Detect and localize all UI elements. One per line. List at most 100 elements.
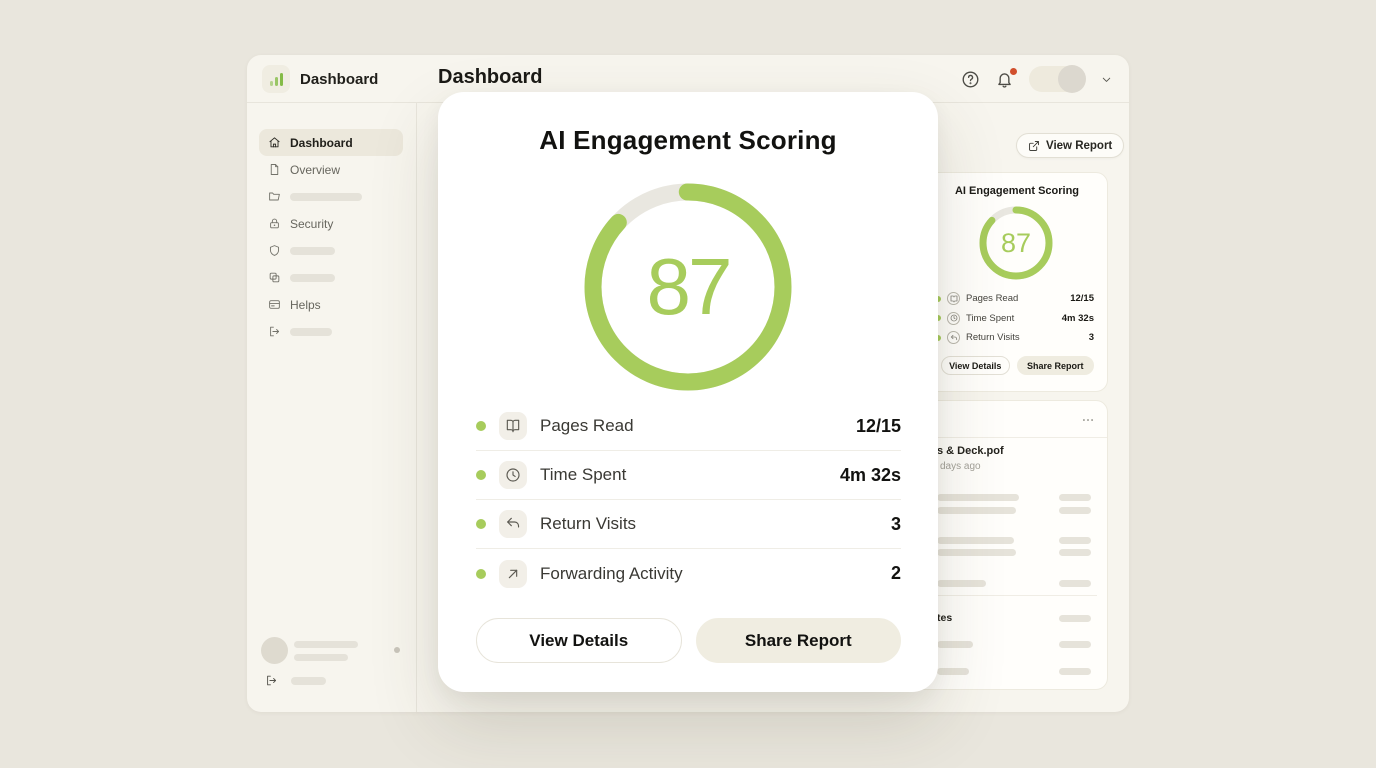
metric-value: 12/15 <box>1070 293 1094 305</box>
document-title[interactable]: s & Deck.pof <box>937 445 1004 457</box>
metric-value: 4m 32s <box>1061 312 1094 324</box>
skeleton-line <box>937 580 986 587</box>
share-report-button[interactable]: Share Report <box>1016 356 1094 375</box>
external-link-icon <box>1028 140 1040 152</box>
return-arrow-icon <box>499 510 527 538</box>
logout-icon <box>265 674 278 687</box>
app-logo-label: Dashboard <box>300 70 379 88</box>
metric-list: Pages Read 12/15 Time Spent 4m 32s Retur… <box>476 402 901 598</box>
divider <box>931 595 1097 596</box>
sidebar-nav: Dashboard Overview Security <box>259 129 403 345</box>
green-dot <box>476 519 486 529</box>
score-ring <box>584 183 792 391</box>
metric-label: Forwarding Activity <box>540 563 683 583</box>
metric-value: 3 <box>1088 332 1094 344</box>
sidebar-item-skeleton[interactable] <box>259 183 403 210</box>
sidebar-item-label: Security <box>290 216 334 231</box>
skeleton-line <box>937 641 973 648</box>
sidebar-item-skeleton[interactable] <box>259 318 403 345</box>
green-dot <box>935 315 941 322</box>
sidebar-item-security[interactable]: Security <box>259 210 403 237</box>
metric-value: 12/15 <box>855 415 901 436</box>
skeleton-line <box>290 246 335 255</box>
avatar <box>261 637 288 664</box>
skeleton-line <box>937 549 1016 556</box>
page-title: Dashboard <box>438 66 543 88</box>
sidebar-item-helps[interactable]: Helps <box>259 291 403 318</box>
chevron-down-icon[interactable] <box>1100 73 1113 86</box>
share-report-button[interactable]: Share Report <box>695 618 901 663</box>
metric-label: Return Visits <box>540 514 637 533</box>
sidebar-item-skeleton[interactable] <box>259 264 403 291</box>
ellipsis-icon[interactable] <box>1081 413 1095 432</box>
metric-row: Time Spent 4m 32s <box>935 309 1094 329</box>
book-open-icon <box>947 292 960 306</box>
user-menu[interactable] <box>1029 65 1086 93</box>
card-title: AI Engagement Scoring <box>954 185 1080 197</box>
clock-icon <box>947 311 960 325</box>
card-icon <box>268 298 281 311</box>
view-details-button[interactable]: View Details <box>941 356 1010 375</box>
book-open-icon <box>499 412 527 440</box>
score-ring-mini <box>979 206 1053 280</box>
app-logo[interactable]: Dashboard <box>262 65 378 93</box>
skeleton-line <box>1059 668 1091 675</box>
skeleton-line <box>294 641 358 648</box>
header-actions <box>961 55 1113 103</box>
metric-label: Pages Read <box>966 293 1019 305</box>
file-icon <box>268 163 281 176</box>
sidebar-item-label: Helps <box>290 297 321 312</box>
user-profile-skeleton[interactable] <box>261 637 404 665</box>
metric-row: Pages Read 12/15 <box>476 402 901 451</box>
metric-row: Forwarding Activity 2 <box>476 549 901 598</box>
view-report-button[interactable]: View Report <box>1016 133 1125 158</box>
skeleton-line <box>290 273 335 282</box>
metric-row: Return Visits 3 <box>935 328 1094 348</box>
mini-metrics: Pages Read 12/15 Time Spent 4m 32s Retur… <box>935 289 1094 348</box>
green-dot <box>476 421 486 431</box>
arrow-up-right-icon <box>499 559 527 588</box>
bar-chart-logo-icon <box>262 65 290 93</box>
metric-row: Time Spent 4m 32s <box>476 451 901 500</box>
modal-title: AI Engagement Scoring <box>539 125 837 155</box>
skeleton-line <box>937 507 1016 514</box>
skeleton-line <box>1059 507 1091 514</box>
clock-icon <box>499 461 527 489</box>
sidebar-logout[interactable] <box>265 674 326 687</box>
notification-dot <box>1009 66 1018 76</box>
view-details-button[interactable]: View Details <box>476 618 682 663</box>
document-timestamp: days ago <box>940 461 981 472</box>
sidebar-item-skeleton[interactable] <box>259 237 403 264</box>
skeleton-line <box>1059 494 1091 501</box>
sidebar-item-label: Overview <box>290 162 341 177</box>
skeleton-line <box>1059 537 1091 544</box>
skeleton-line <box>1059 580 1091 587</box>
notifications-button[interactable] <box>995 66 1018 89</box>
return-arrow-icon <box>947 331 960 345</box>
skeleton-line <box>937 668 969 675</box>
metric-value: 3 <box>890 513 901 534</box>
logout-icon <box>268 325 281 338</box>
sidebar-item-dashboard[interactable]: Dashboard <box>259 129 403 156</box>
score-value: 87 <box>646 242 733 331</box>
sidebar-item-label: Dashboard <box>290 135 353 150</box>
skeleton-line <box>937 494 1019 501</box>
metric-row: Pages Read 12/15 <box>935 289 1094 309</box>
metric-label: Time Spent <box>966 312 1015 324</box>
avatar <box>1058 65 1086 93</box>
view-report-label: View Report <box>1046 139 1113 152</box>
green-dot <box>476 470 486 480</box>
sidebar-item-overview[interactable]: Overview <box>259 156 403 183</box>
folder-icon <box>268 190 281 203</box>
skeleton-line <box>1059 615 1091 622</box>
skeleton-line <box>291 676 326 685</box>
green-dot <box>476 568 486 579</box>
metric-label: Return Visits <box>966 332 1020 344</box>
list-item-label: tes <box>937 612 953 624</box>
modal-buttons: View Details Share Report <box>476 618 901 663</box>
help-circle-icon[interactable] <box>961 70 980 89</box>
skeleton-line <box>1059 549 1091 556</box>
metric-value: 2 <box>890 563 901 583</box>
bell-icon <box>995 70 1014 89</box>
copy-icon <box>268 271 281 284</box>
